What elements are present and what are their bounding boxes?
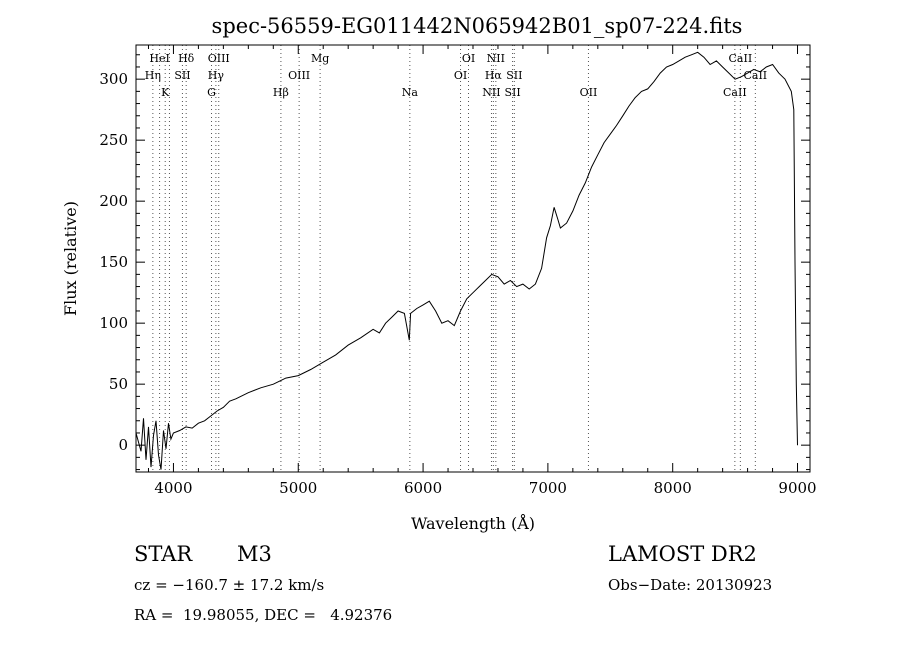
y-tick-label: 250 [99,131,128,149]
line-label: Hδ [178,52,195,65]
x-axis-label: Wavelength (Å) [411,513,535,533]
x-tick-label: 7000 [529,479,567,497]
y-tick-label: 300 [99,70,128,88]
line-label: Mg [311,52,329,65]
y-tick-label: 150 [99,253,128,271]
coords-text: RA = 19.98055, DEC = 4.92376 [134,606,393,624]
y-tick-label: 200 [99,192,128,210]
subclass-label: M3 [237,542,272,566]
survey-label: LAMOST DR2 [608,542,757,566]
line-label: SII [506,69,522,82]
line-label: NII [487,52,505,65]
line-label: OIII [288,69,310,82]
x-tick-label: 6000 [404,479,442,497]
redshift-text: cz = −160.7 ± 17.2 km/s [134,576,325,594]
line-label: Hη [145,69,161,82]
line-label: Hβ [273,86,289,99]
spectrum-chart: spec-56559-EG011442N065942B01_sp07-224.f… [61,14,817,533]
class-label: STAR [134,542,193,566]
line-label: CaII [729,52,753,65]
line-label: Na [402,86,419,99]
line-label: OIII [208,52,230,65]
y-tick-label: 50 [109,375,128,393]
line-label: HeI [149,52,169,65]
line-label: OI [454,69,467,82]
line-label: K [161,86,170,99]
spectrum-series [135,51,798,470]
spectrum-plot-svg: spec-56559-EG011442N065942B01_sp07-224.f… [61,14,817,533]
line-label: OII [580,86,598,99]
line-label: CaII [743,69,767,82]
line-label: NII [482,86,500,99]
line-label: Hα [485,69,503,82]
x-tick-label: 9000 [778,479,816,497]
obs-date-text: Obs−Date: 20130923 [608,576,773,594]
line-label: SII [504,86,520,99]
y-axis-label: Flux (relative) [61,201,80,316]
x-tick-label: 4000 [154,479,192,497]
plot-frame [135,44,811,473]
line-label: G [207,86,216,99]
y-tick-label: 0 [118,436,128,454]
x-tick-label: 5000 [279,479,317,497]
line-label: SII [174,69,190,82]
x-tick-label: 8000 [654,479,692,497]
line-label: Hγ [208,69,225,82]
y-tick-label: 100 [99,314,128,332]
chart-title: spec-56559-EG011442N065942B01_sp07-224.f… [212,14,743,38]
line-label: OI [462,52,475,65]
line-label: CaII [723,86,747,99]
